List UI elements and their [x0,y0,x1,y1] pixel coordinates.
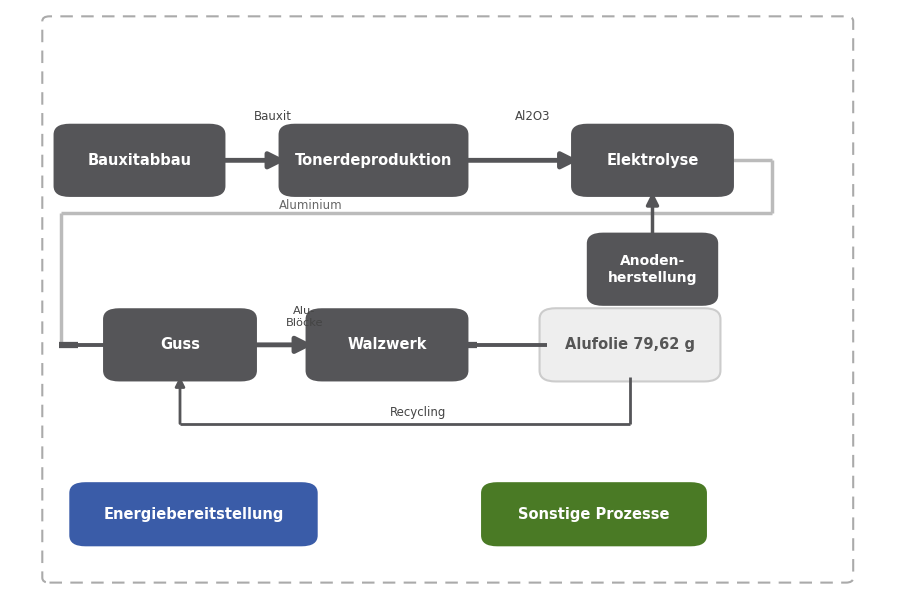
Text: Al2O3: Al2O3 [515,110,551,123]
FancyBboxPatch shape [571,124,734,197]
Text: Guss: Guss [160,338,200,352]
Text: Bauxitabbau: Bauxitabbau [87,153,192,168]
Text: Aluminium: Aluminium [279,199,343,212]
Text: Tonerdeproduktion: Tonerdeproduktion [295,153,452,168]
Text: Sonstige Prozesse: Sonstige Prozesse [518,507,670,522]
FancyBboxPatch shape [279,124,468,197]
FancyBboxPatch shape [69,482,318,546]
Text: Bauxit: Bauxit [254,110,292,123]
Text: Alufolie 79,62 g: Alufolie 79,62 g [565,338,695,352]
FancyBboxPatch shape [587,232,718,306]
Text: Recycling: Recycling [391,407,446,419]
Text: Anoden-
herstellung: Anoden- herstellung [608,253,698,285]
Text: Energiebereitstellung: Energiebereitstellung [104,507,284,522]
FancyBboxPatch shape [54,124,225,197]
Text: Elektrolyse: Elektrolyse [607,153,698,168]
FancyBboxPatch shape [481,482,707,546]
FancyBboxPatch shape [104,309,257,382]
Text: Walzwerk: Walzwerk [347,338,427,352]
FancyBboxPatch shape [305,309,468,382]
FancyBboxPatch shape [539,309,721,382]
Text: Alu-
Blöcke: Alu- Blöcke [285,306,323,329]
